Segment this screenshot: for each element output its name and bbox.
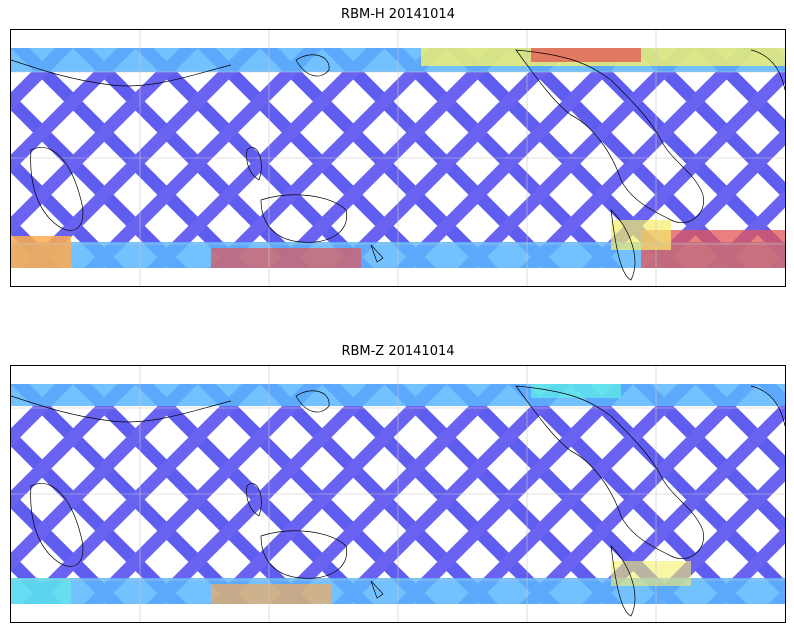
coastline-layer-rbm-h xyxy=(11,49,785,281)
coastline-layer-rbm-z xyxy=(11,385,785,617)
map-canvas-rbm-h xyxy=(11,30,785,286)
map-canvas-rbm-z xyxy=(11,366,785,622)
panel-title-rbm-z: RBM-Z 20141014 xyxy=(341,344,455,359)
map-panel-rbm-h xyxy=(10,29,786,287)
grid-layer-rbm-h xyxy=(11,30,785,286)
grid-layer-rbm-z xyxy=(11,366,785,622)
map-panel-rbm-z xyxy=(10,365,786,623)
panel-title-rbm-h: RBM-H 20141014 xyxy=(341,7,455,22)
